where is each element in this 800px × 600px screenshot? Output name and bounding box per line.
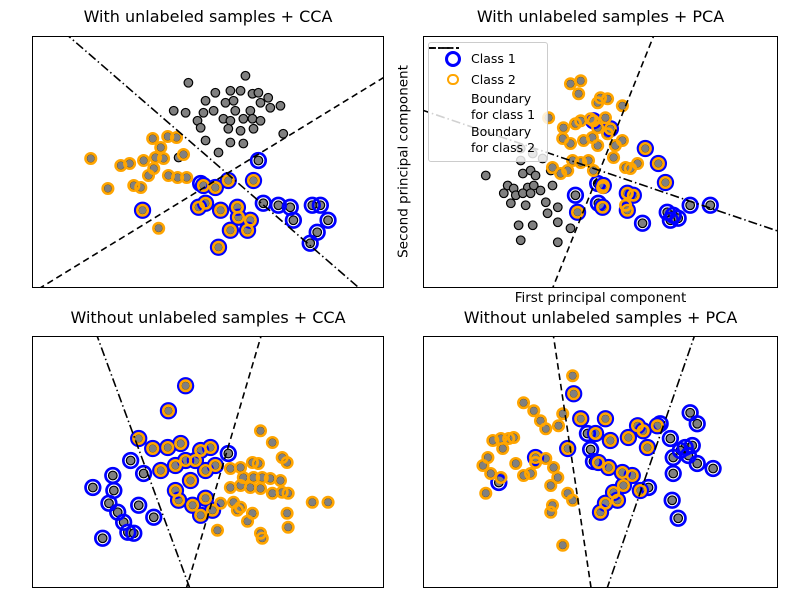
boundary-class-1-line — [40, 76, 383, 287]
class2-ring-glyph — [447, 73, 459, 86]
class1-ring-glyph — [445, 50, 461, 67]
boundary-class-1-line — [552, 337, 592, 587]
legend-label: Class 1 — [471, 50, 516, 66]
y-axis-label: Second principal component — [395, 65, 412, 258]
scatter-plot-bottom-right — [476, 337, 722, 587]
legend-label: Class 2 — [471, 71, 516, 87]
subplot-title-bottom-right: Without unlabeled samples + PCA — [463, 308, 738, 327]
legend-item-2: Boundary for class 1 — [429, 47, 543, 123]
legend: Class 1 Class 2 Boundary for class 1 Boundar… — [428, 42, 548, 162]
boundary-class-1-line — [552, 37, 655, 287]
legend-label: Boundary for class 1 — [471, 91, 536, 122]
subplot-bottom-left — [32, 336, 384, 588]
subplot-title-top-right: With unlabeled samples + PCA — [476, 7, 725, 26]
subplot-top-left — [32, 36, 384, 288]
boundary-class-2-line — [424, 109, 777, 232]
scatter-plot-top-left — [40, 37, 383, 287]
boundary-class-2-line — [96, 337, 191, 587]
legend-item-1: Class 2 — [435, 69, 543, 90]
boundary-class-2-line — [68, 37, 360, 287]
legend-item-3: Boundary for class 2 — [429, 47, 543, 156]
subplot-top-right: Class 1 Class 2 Boundary for class 1 Boundar… — [423, 36, 778, 288]
legend-label: Boundary for class 2 — [471, 124, 536, 155]
class1-ring-icon — [435, 50, 471, 67]
scatter-plot-top-right — [424, 37, 777, 287]
boundary-class-1-line — [185, 337, 262, 587]
scatter-plot-bottom-left — [84, 337, 335, 587]
class2-ring-icon — [435, 73, 471, 86]
subplot-title-top-left: With unlabeled samples + CCA — [83, 7, 333, 26]
boundary-class-2-line — [606, 337, 695, 587]
legend-item-0: Class 1 — [435, 48, 543, 69]
x-axis-label: First principal component — [514, 290, 687, 306]
subplot-bottom-right — [423, 336, 778, 588]
subplot-title-bottom-left: Without unlabeled samples + CCA — [70, 308, 346, 327]
